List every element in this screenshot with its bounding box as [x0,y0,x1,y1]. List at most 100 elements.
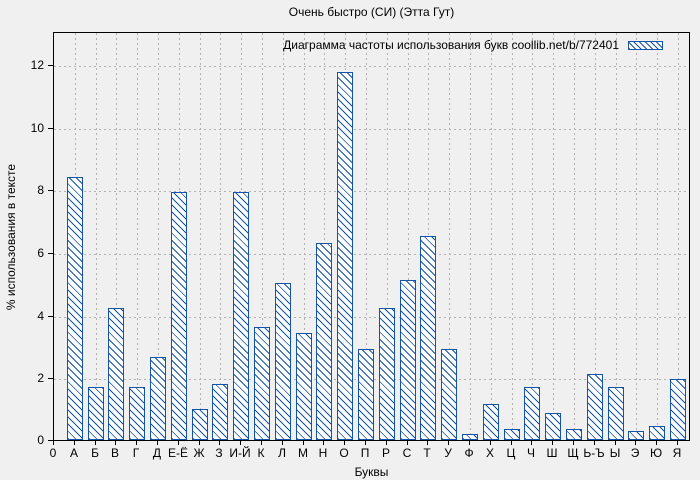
x-gridline [387,33,388,440]
bar-Ф [462,434,478,440]
x-tick-label: Б [91,446,99,460]
legend-label: Диаграмма частоты использования букв coo… [283,38,619,52]
plot-area: Диаграмма частоты использования букв coo… [53,32,690,441]
x-tick-mark [448,441,449,445]
x-tick-mark [386,441,387,445]
x-tick-label: Х [485,446,495,460]
bar-А [67,177,83,440]
x-tick-label: Г [132,446,140,460]
x-tick-label: Д [152,446,162,460]
x-tick-label: А [69,446,79,460]
x-tick-mark [594,441,595,445]
x-gridline [262,33,263,440]
y-tick-label: 12 [30,58,44,72]
x-tick-label: 0 [49,446,57,460]
x-tick-label: Л [278,446,286,460]
x-tick-label: Щ [567,446,579,460]
bar-Ш [545,413,561,440]
x-tick-label: К [257,446,265,460]
y-gridline [54,129,689,130]
bar-Н [316,243,332,440]
x-axis-title: Буквы [354,465,389,479]
x-tick-label: Ч [527,446,535,460]
x-tick-mark [261,441,262,445]
x-tick-label: М [298,446,308,460]
y-gridline [54,191,689,192]
x-gridline [324,33,325,440]
y-tick-mark [48,316,53,317]
x-gridline [137,33,138,440]
x-tick-mark [323,441,324,445]
bar-М [296,333,312,440]
y-tick-mark [48,253,53,254]
x-gridline [491,33,492,440]
x-tick-mark [53,441,54,445]
bar-Б [88,387,104,440]
x-tick-label: П [360,446,370,460]
bar-Р [379,308,395,440]
x-tick-label: Ю [649,446,663,460]
bar-Х [483,404,499,440]
bar-Э [628,431,644,440]
chart-title: Очень быстро (СИ) (Этта Гут) [288,5,455,19]
bar-Ч [524,387,540,440]
x-tick-mark [136,441,137,445]
x-tick-label: Т [423,446,431,460]
bar-К [254,327,270,440]
x-gridline [366,33,367,440]
y-tick-label: 6 [37,246,44,260]
x-gridline [678,33,679,440]
x-tick-mark [635,441,636,445]
bar-Е-Ё [171,192,187,440]
x-gridline [512,33,513,440]
x-gridline [595,33,596,440]
bar-Ж [192,409,208,440]
bar-У [441,349,457,440]
y-gridline [54,66,689,67]
y-gridline [54,254,689,255]
bar-Ц [504,429,520,440]
x-tick-mark [469,441,470,445]
x-gridline [616,33,617,440]
x-tick-label: С [402,446,412,460]
x-tick-mark [427,441,428,445]
x-gridline [96,33,97,440]
x-tick-mark [344,441,345,445]
x-tick-label: О [339,446,349,460]
y-tick-label: 2 [37,371,44,385]
bar-О [337,72,353,440]
y-tick-label: 4 [37,309,44,323]
x-tick-mark [157,441,158,445]
x-gridline [636,33,637,440]
bar-Л [275,283,291,440]
x-tick-label: В [110,446,120,460]
x-gridline [574,33,575,440]
y-tick-mark [48,128,53,129]
x-tick-mark [115,441,116,445]
x-gridline [470,33,471,440]
x-tick-mark [511,441,512,445]
x-gridline [116,33,117,440]
x-tick-label: Ф [464,446,474,460]
bar-Д [150,357,166,440]
x-tick-mark [219,441,220,445]
bar-Я [670,379,686,440]
legend: Диаграмма частоты использования букв coo… [283,38,663,52]
x-tick-mark [365,441,366,445]
x-tick-label: Э [630,446,640,460]
y-tick-label: 8 [37,183,44,197]
x-gridline [158,33,159,440]
y-tick-mark [48,65,53,66]
x-tick-mark [656,441,657,445]
y-tick-label: 0 [37,433,44,447]
x-tick-label: Ь-Ъ [583,446,605,460]
bar-Г [129,387,145,440]
x-tick-mark [615,441,616,445]
x-tick-label: Я [672,446,682,460]
x-tick-mark [573,441,574,445]
x-gridline [283,33,284,440]
bar-И-Й [233,192,249,440]
x-tick-label: Ы [609,446,621,460]
x-tick-label: У [444,446,452,460]
x-gridline [553,33,554,440]
